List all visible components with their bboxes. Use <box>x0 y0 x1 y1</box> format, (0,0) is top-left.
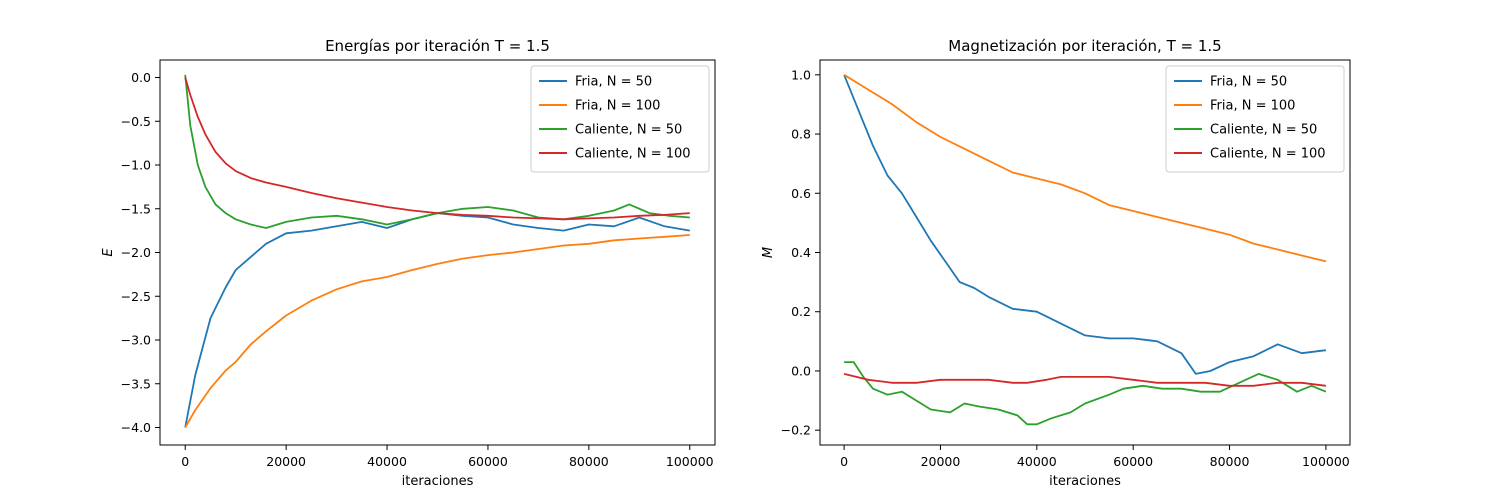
legend-label: Fria, N = 100 <box>1210 99 1295 114</box>
y-tick-label: 0.6 <box>791 186 811 201</box>
chart-panel-0: 0 20000 40000 60000 80000 100000 0.0 −0.5 −1.0 −1… <box>101 37 716 489</box>
legend: Fria, N = 50 Fria, N = 100 Caliente, N = 5… <box>1165 65 1345 173</box>
chart-title: Magnetización por iteración, T = 1.5 <box>948 37 1221 55</box>
series-line-1 <box>184 212 690 428</box>
x-tick-label: 40000 <box>367 454 407 469</box>
y-tick-label: 0.0 <box>131 70 151 85</box>
series-line-4 <box>184 77 690 221</box>
x-tick-label: 80000 <box>1210 454 1250 469</box>
legend-label: Caliente, N = 100 <box>575 147 691 162</box>
x-tick-label: 80000 <box>569 454 609 469</box>
series-line-3 <box>184 74 690 229</box>
x-tick-label: 40000 <box>1017 454 1057 469</box>
y-tick-label: −1.5 <box>121 201 151 216</box>
x-tick-label: 20000 <box>266 454 306 469</box>
x-axis-label: iteraciones <box>1049 474 1121 489</box>
legend-box <box>1165 65 1345 173</box>
series-line-1 <box>843 74 1327 375</box>
x-axis-label: iteraciones <box>402 474 474 489</box>
y-tick-label: 0.2 <box>791 304 811 319</box>
legend-label: Fria, N = 50 <box>575 75 652 90</box>
chart-panel-1: 0 20000 40000 60000 80000 100000 1.0 0.8 0.6 0.4 0… <box>761 37 1351 489</box>
series-line-3 <box>844 361 1327 426</box>
y-tick-label: 0.8 <box>791 127 811 142</box>
y-tick-label: −2.0 <box>121 245 151 260</box>
y-axis-label: M <box>761 247 776 258</box>
y-tick-label: −3.5 <box>121 376 151 391</box>
x-tick-label: 60000 <box>1113 454 1153 469</box>
legend: Fria, N = 50 Fria, N = 100 Caliente, N = 5… <box>530 65 710 173</box>
series-line-2 <box>843 74 1327 263</box>
chart-title: Energías por iteración T = 1.5 <box>325 37 550 55</box>
series-line-2 <box>184 234 690 428</box>
legend-box <box>530 65 710 173</box>
y-tick-label: −2.5 <box>121 289 151 304</box>
x-tick-label: 100000 <box>666 454 714 469</box>
y-tick-label: −0.5 <box>121 114 151 129</box>
x-tick-label: 0 <box>181 454 189 469</box>
series-line-4 <box>843 373 1327 387</box>
y-tick-label: −4.0 <box>121 420 151 435</box>
legend-label: Caliente, N = 50 <box>1210 123 1317 138</box>
y-tick-label: −3.0 <box>121 333 151 348</box>
y-tick-label: 0.4 <box>791 245 811 260</box>
y-tick-label: 0.0 <box>791 363 811 378</box>
legend-label: Fria, N = 100 <box>575 99 660 114</box>
y-tick-label: −1.0 <box>121 158 151 173</box>
legend-label: Caliente, N = 100 <box>1210 147 1326 162</box>
x-tick-label: 0 <box>840 454 848 469</box>
x-tick-label: 20000 <box>921 454 961 469</box>
y-tick-label: −0.2 <box>781 423 811 438</box>
y-axis-label: E <box>101 248 116 257</box>
y-tick-label: 1.0 <box>791 67 811 82</box>
legend-label: Fria, N = 50 <box>1210 75 1287 90</box>
legend-label: Caliente, N = 50 <box>575 123 682 138</box>
x-tick-label: 60000 <box>468 454 508 469</box>
x-tick-label: 100000 <box>1302 454 1350 469</box>
